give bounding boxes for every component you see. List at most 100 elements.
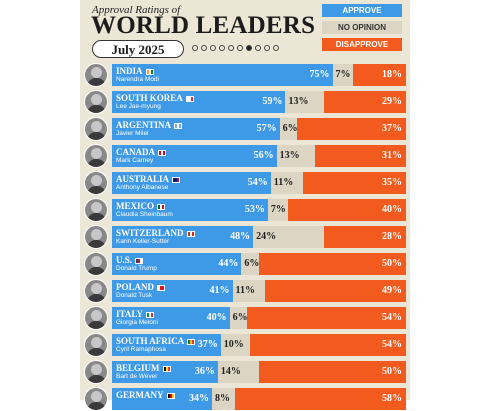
country-label: SOUTH AFRICA <box>116 336 196 346</box>
leader-avatar <box>84 306 108 330</box>
value-approve: 56% <box>253 150 274 161</box>
flag-icon <box>185 95 194 102</box>
chart-row: BELGIUM Bart de Wever 36% 14% 50% <box>84 360 406 384</box>
value-disapprove: 40% <box>382 204 402 215</box>
leader-name: Javier Milei <box>116 130 149 137</box>
country-label: CANADA <box>116 147 166 157</box>
value-approve: 34% <box>188 393 209 404</box>
country-label: POLAND <box>116 282 165 292</box>
bar-disapprove <box>259 361 406 383</box>
value-approve: 75% <box>309 69 330 80</box>
page-dot[interactable] <box>273 45 279 51</box>
country-label: ITALY <box>116 309 155 319</box>
bar-no-opinion <box>220 334 251 356</box>
value-approve: 48% <box>230 231 251 242</box>
bar-disapprove <box>259 253 406 275</box>
chart-subtitle: Approval Ratings of <box>92 4 181 16</box>
leader-name: Narendra Modi <box>116 76 159 83</box>
chart-row: MEXICO Claudia Sheinbaum 53% 7% 40% <box>84 198 406 222</box>
bar-no-opinion <box>229 307 248 329</box>
bar-disapprove <box>288 199 406 221</box>
chart-row: AUSTRALIA Anthony Albanese 54% 11% 35% <box>84 171 406 195</box>
value-no-opinion: 7% <box>335 69 351 80</box>
chart-row: POLAND Donald Tusk 41% 11% 49% <box>84 279 406 303</box>
chart-title: WORLD LEADERS <box>91 12 316 39</box>
bar-disapprove <box>264 280 406 302</box>
leader-avatar <box>84 90 108 114</box>
bar-approve <box>112 172 271 194</box>
value-approve: 54% <box>247 177 268 188</box>
leader-avatar <box>84 387 108 411</box>
flag-icon <box>187 338 196 345</box>
date-pill: July 2025 <box>92 40 184 58</box>
value-no-opinion: 11% <box>235 285 255 296</box>
country-label: GERMANY <box>116 390 175 400</box>
value-disapprove: 18% <box>382 69 402 80</box>
leader-avatar <box>84 333 108 357</box>
leader-avatar <box>84 279 108 303</box>
bar-disapprove <box>297 118 406 140</box>
leader-name: Donald Tusk <box>116 292 153 299</box>
flag-icon <box>146 311 155 318</box>
chart-row: ARGENTINA Javier Milei 57% 6% 37% <box>84 117 406 141</box>
bar-approve <box>112 361 218 383</box>
value-approve: 40% <box>206 312 227 323</box>
bar-disapprove <box>323 226 406 248</box>
value-no-opinion: 13% <box>279 150 300 161</box>
flag-icon <box>174 122 183 129</box>
leader-avatar <box>84 225 108 249</box>
flag-icon <box>158 149 166 156</box>
value-no-opinion: 11% <box>273 177 294 188</box>
page-dot[interactable] <box>264 45 270 51</box>
bar-approve <box>112 307 230 329</box>
leader-avatar <box>84 63 108 87</box>
value-approve: 59% <box>262 96 283 107</box>
value-no-opinion: 6% <box>232 312 248 323</box>
bar-disapprove <box>353 64 406 86</box>
bar-approve <box>112 253 242 275</box>
bar-no-opinion <box>217 361 259 383</box>
leader-avatar <box>84 144 108 168</box>
page-dot[interactable] <box>210 45 216 51</box>
value-approve: 41% <box>209 285 230 296</box>
bar-disapprove <box>323 91 406 113</box>
page-dot[interactable] <box>246 45 252 51</box>
bar-no-opinion <box>241 253 259 275</box>
leader-name: Lee Jae-myung <box>116 103 161 110</box>
bar-no-opinion <box>253 226 324 248</box>
bar-disapprove <box>247 307 406 329</box>
bar-disapprove <box>235 388 406 410</box>
leader-avatar <box>84 360 108 384</box>
leader-name: Anthony Albanese <box>116 184 169 191</box>
page-dot[interactable] <box>219 45 225 51</box>
page-dot[interactable] <box>237 45 243 51</box>
legend-disapprove: DISAPPROVE <box>322 38 402 51</box>
bar-approve <box>112 226 254 248</box>
value-no-opinion: 6% <box>244 258 260 269</box>
value-approve: 37% <box>197 339 218 350</box>
value-approve: 57% <box>256 123 277 134</box>
legend-approve: APPROVE <box>322 4 402 17</box>
value-disapprove: 28% <box>382 231 402 242</box>
chart-row: U.S. Donald Trump 44% 6% 50% <box>84 252 406 276</box>
page-dot[interactable] <box>255 45 261 51</box>
page-dot[interactable] <box>201 45 207 51</box>
flag-icon <box>135 257 144 264</box>
bar-no-opinion <box>267 199 289 221</box>
country-label: SOUTH KOREA <box>116 93 194 103</box>
bar-no-opinion <box>332 64 354 86</box>
value-no-opinion: 24% <box>256 231 277 242</box>
flag-icon <box>162 365 171 372</box>
flag-icon <box>166 392 175 399</box>
country-label: MEXICO <box>116 201 165 211</box>
bar-approve <box>112 64 333 86</box>
flag-icon <box>157 203 165 210</box>
value-disapprove: 50% <box>382 366 402 377</box>
bar-disapprove <box>314 145 406 167</box>
value-no-opinion: 10% <box>223 339 244 350</box>
value-no-opinion: 13% <box>288 96 309 107</box>
page-dot[interactable] <box>228 45 234 51</box>
bar-no-opinion <box>279 118 298 140</box>
page-dots <box>192 45 279 51</box>
page-dot[interactable] <box>192 45 198 51</box>
